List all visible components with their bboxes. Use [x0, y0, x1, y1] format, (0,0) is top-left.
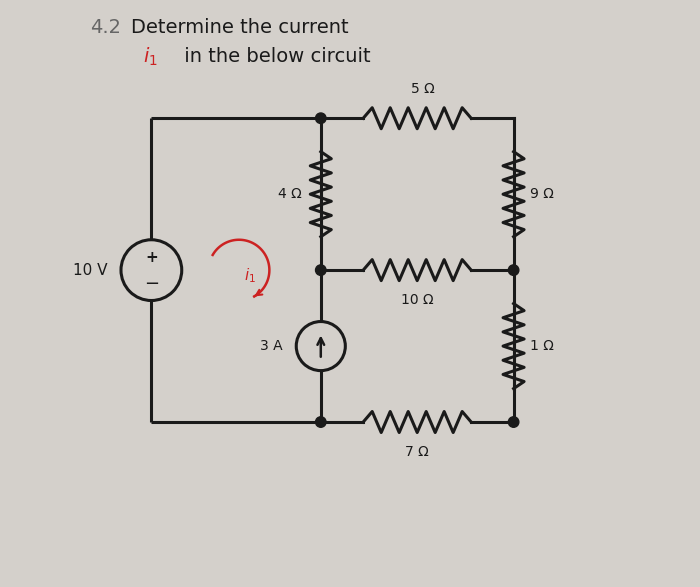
Text: 9 Ω: 9 Ω — [530, 187, 554, 201]
Circle shape — [316, 265, 326, 275]
Circle shape — [316, 417, 326, 427]
Text: 4 Ω: 4 Ω — [279, 187, 302, 201]
Text: $i_1$: $i_1$ — [143, 46, 158, 68]
Text: −: − — [144, 275, 159, 293]
Text: 4.2: 4.2 — [90, 18, 121, 37]
Text: in the below circuit: in the below circuit — [178, 48, 370, 66]
Text: 3 A: 3 A — [260, 339, 283, 353]
Text: 5 Ω: 5 Ω — [411, 82, 435, 96]
Text: +: + — [145, 250, 158, 265]
Text: 10 V: 10 V — [73, 262, 108, 278]
Circle shape — [508, 417, 519, 427]
Text: $i_1$: $i_1$ — [244, 266, 256, 285]
Text: 7 Ω: 7 Ω — [405, 446, 429, 460]
Circle shape — [508, 265, 519, 275]
Text: 10 Ω: 10 Ω — [401, 294, 433, 308]
Circle shape — [316, 113, 326, 123]
Text: 1 Ω: 1 Ω — [530, 339, 554, 353]
Text: Determine the current: Determine the current — [131, 18, 349, 37]
